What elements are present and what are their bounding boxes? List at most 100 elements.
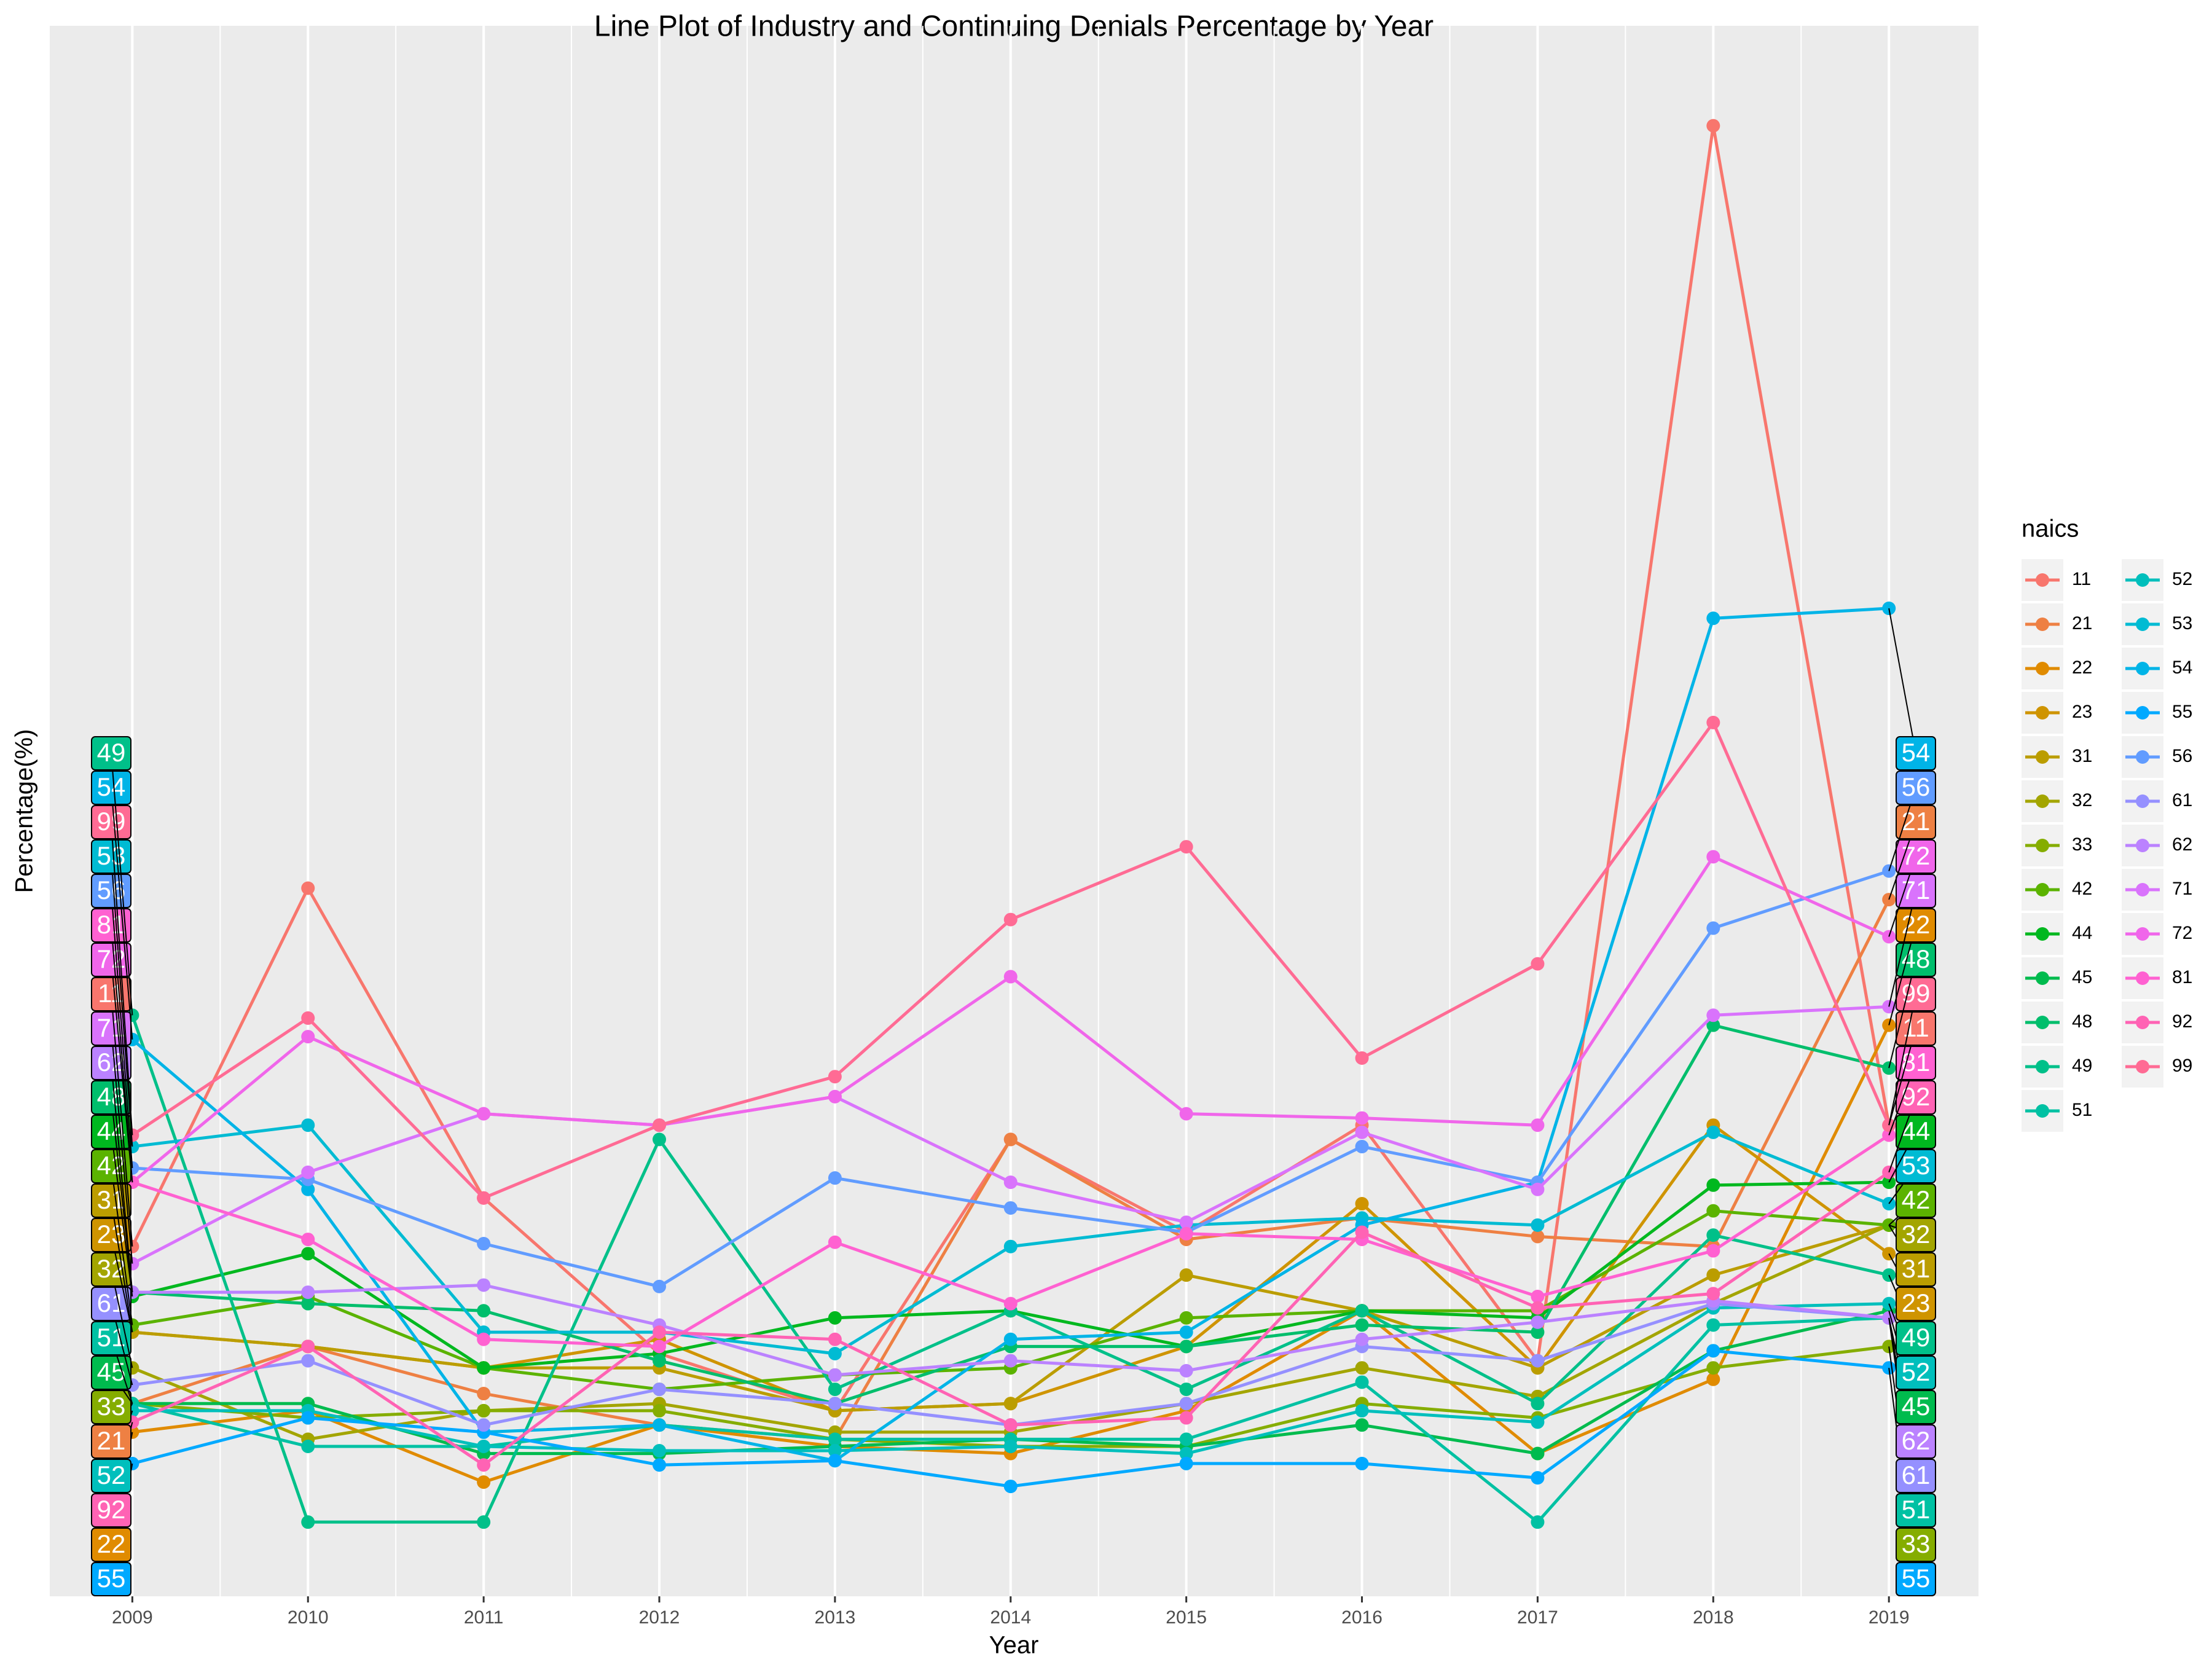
end-label-box xyxy=(1896,1493,1936,1528)
data-point xyxy=(1706,1361,1720,1375)
data-point xyxy=(301,1233,315,1247)
legend-label: 72 xyxy=(2172,923,2192,943)
data-point xyxy=(1531,1354,1545,1368)
end-label-box xyxy=(1896,771,1936,805)
data-point xyxy=(1355,1456,1369,1470)
end-label-box xyxy=(1896,1287,1936,1321)
legend-key-point xyxy=(2136,662,2149,675)
data-point xyxy=(1531,1415,1545,1429)
legend-label: 31 xyxy=(2072,746,2092,766)
data-point xyxy=(301,1011,315,1025)
data-point xyxy=(653,1118,667,1132)
data-point xyxy=(1706,1228,1720,1242)
end-label-box xyxy=(1896,1252,1936,1287)
data-point xyxy=(653,1132,667,1147)
end-label-box xyxy=(1896,1528,1936,1562)
data-point xyxy=(1179,1339,1193,1354)
end-label: 62 xyxy=(1902,1426,1931,1455)
data-point xyxy=(477,1304,491,1318)
data-point xyxy=(1706,1244,1720,1258)
end-label: 53 xyxy=(97,841,126,870)
legend-key-point xyxy=(2136,794,2149,808)
chart-title: Line Plot of Industry and Continuing Den… xyxy=(594,10,1433,43)
data-point xyxy=(477,1387,491,1401)
data-point xyxy=(1355,1318,1369,1332)
legend-key-point xyxy=(2136,1060,2149,1073)
label-leader xyxy=(111,787,133,1040)
end-label-box xyxy=(91,736,131,771)
end-label: 99 xyxy=(97,807,126,836)
data-point xyxy=(1179,1382,1193,1397)
data-point xyxy=(1706,1287,1720,1301)
legend-key-point xyxy=(2136,706,2149,720)
data-point xyxy=(301,1118,315,1132)
label-leader xyxy=(111,1166,133,1325)
end-label: 45 xyxy=(1902,1392,1931,1421)
data-point xyxy=(653,1325,667,1339)
data-point xyxy=(1706,1178,1720,1192)
end-label: 92 xyxy=(97,1495,126,1524)
data-point xyxy=(653,1339,667,1354)
legend-label: 11 xyxy=(2072,569,2091,589)
end-label-box xyxy=(1896,943,1936,977)
data-point xyxy=(1531,1218,1545,1232)
data-point xyxy=(1706,1268,1720,1282)
end-label-box xyxy=(91,1321,131,1355)
data-point xyxy=(1179,1456,1193,1470)
end-label-box xyxy=(91,1390,131,1424)
end-label: 23 xyxy=(1902,1288,1931,1317)
legend-key-point xyxy=(2036,618,2049,631)
x-tick-label: 2015 xyxy=(1166,1607,1207,1628)
legend-key-point xyxy=(2136,971,2149,985)
data-point xyxy=(1531,1397,1545,1411)
legend-key-point xyxy=(2036,839,2049,852)
data-point xyxy=(301,1354,315,1368)
end-label: 54 xyxy=(97,772,126,801)
data-point xyxy=(1355,1375,1369,1389)
data-point xyxy=(1355,1418,1369,1432)
data-point xyxy=(653,1279,667,1293)
end-label: 54 xyxy=(1902,738,1931,767)
end-label-box xyxy=(1896,1355,1936,1390)
end-label: 42 xyxy=(1902,1185,1931,1214)
end-label-box xyxy=(91,839,131,874)
end-label: 44 xyxy=(1902,1116,1931,1145)
end-label: 33 xyxy=(1902,1529,1931,1558)
end-label-box xyxy=(91,771,131,805)
label-leader xyxy=(111,753,133,1016)
data-point xyxy=(1003,1418,1018,1432)
data-point xyxy=(301,1339,315,1354)
end-label: 49 xyxy=(97,738,126,767)
end-label: 48 xyxy=(1902,944,1931,973)
x-tick-label: 2018 xyxy=(1693,1607,1734,1628)
data-point xyxy=(301,1165,315,1179)
data-point xyxy=(1355,1051,1369,1065)
legend-title: naics xyxy=(2022,516,2079,543)
legend-key-point xyxy=(2036,662,2049,675)
end-label: 52 xyxy=(97,1461,126,1489)
legend-key-point xyxy=(2036,927,2049,941)
legend-key-point xyxy=(2136,1016,2149,1029)
data-point xyxy=(301,1030,315,1044)
end-label: 48 xyxy=(97,1082,126,1111)
label-leader xyxy=(1888,608,1916,754)
x-tick-label: 2011 xyxy=(464,1607,504,1628)
data-point xyxy=(828,1443,842,1457)
end-label: 51 xyxy=(1902,1495,1931,1524)
legend-label: 23 xyxy=(2072,702,2092,722)
end-label: 21 xyxy=(1902,807,1931,836)
y-axis-label: Percentage(%) xyxy=(11,729,38,893)
end-label: 92 xyxy=(1902,1082,1931,1111)
label-leader xyxy=(111,1028,133,1264)
legend-label: 53 xyxy=(2172,613,2192,633)
legend-label: 99 xyxy=(2172,1056,2192,1076)
x-tick-label: 2017 xyxy=(1517,1607,1558,1628)
data-point xyxy=(477,1440,491,1454)
label-leader xyxy=(111,890,133,1168)
x-tick-label: 2010 xyxy=(288,1607,329,1628)
label-leader xyxy=(111,856,133,1147)
data-point xyxy=(828,1432,842,1446)
end-label-box xyxy=(91,1287,131,1321)
data-point xyxy=(828,1070,842,1084)
end-label-box xyxy=(91,1562,131,1596)
